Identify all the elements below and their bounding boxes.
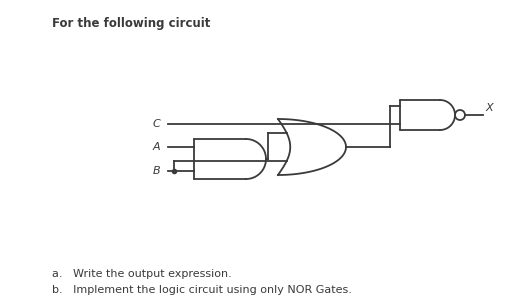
Text: a.   Write the output expression.: a. Write the output expression. bbox=[52, 269, 232, 279]
Text: C: C bbox=[152, 119, 160, 129]
Text: b.   Implement the logic circuit using only NOR Gates.: b. Implement the logic circuit using onl… bbox=[52, 285, 352, 295]
Text: X: X bbox=[485, 103, 493, 113]
Text: A: A bbox=[152, 142, 160, 152]
Text: B: B bbox=[152, 166, 160, 176]
Text: For the following circuit: For the following circuit bbox=[52, 17, 210, 30]
